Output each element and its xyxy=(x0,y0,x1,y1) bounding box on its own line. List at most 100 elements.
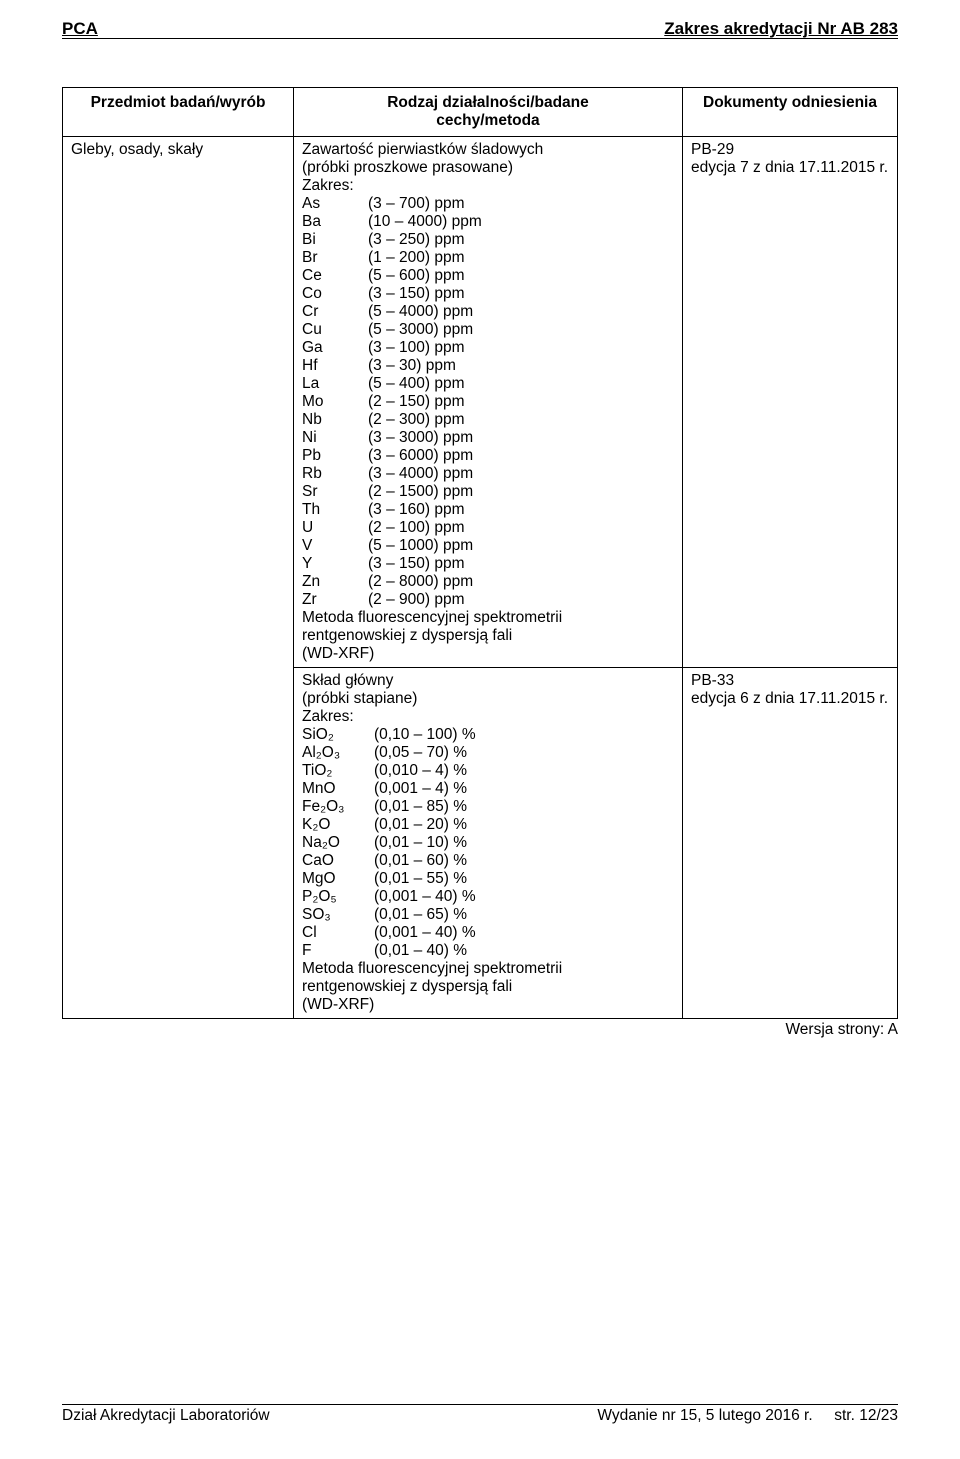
sectB-intro-l2: (próbki stapiane) xyxy=(302,690,674,708)
sectA-item-key: La xyxy=(302,375,368,393)
doc-cell-b: PB-33 edycja 6 z dnia 17.11.2015 r. xyxy=(683,668,898,1019)
sectB-outro-l2: rentgenowskiej z dyspersją fali xyxy=(302,978,674,996)
sectB-item-key: CaO xyxy=(302,852,374,870)
sectB-item-key: TiO₂ xyxy=(302,762,374,780)
sectA-item: Ce(5 – 600) ppm xyxy=(302,267,674,285)
sectA-item-val: (3 – 3000) ppm xyxy=(368,429,674,447)
sectB-intro-l3: Zakres: xyxy=(302,708,674,726)
header-right: Zakres akredytacji Nr AB 283 xyxy=(664,19,898,39)
sectB-item-val: (0,010 – 4) % xyxy=(374,762,674,780)
page-version: Wersja strony: A xyxy=(62,1021,898,1039)
footer-left: Dział Akredytacji Laboratoriów xyxy=(62,1407,270,1425)
sectB-item: CaO(0,01 – 60) % xyxy=(302,852,674,870)
sectA-item: Co(3 – 150) ppm xyxy=(302,285,674,303)
sectB-item: Cl(0,001 – 40) % xyxy=(302,924,674,942)
sectA-item: Hf(3 – 30) ppm xyxy=(302,357,674,375)
sectA-item-key: Rb xyxy=(302,465,368,483)
docB-l1: PB-33 xyxy=(691,672,889,690)
sectB-item-key: Al₂O₃ xyxy=(302,744,374,762)
sectB-item-val: (0,01 – 40) % xyxy=(374,942,674,960)
sectA-list: As(3 – 700) ppmBa(10 – 4000) ppmBi(3 – 2… xyxy=(302,195,674,609)
sectB-item-key: F xyxy=(302,942,374,960)
footer-rule xyxy=(62,1404,898,1405)
sectA-item-val: (2 – 300) ppm xyxy=(368,411,674,429)
sectB-item: SO₃(0,01 – 65) % xyxy=(302,906,674,924)
sectB-item-key: Cl xyxy=(302,924,374,942)
sectA-item-val: (3 – 150) ppm xyxy=(368,555,674,573)
sectA-item-val: (5 – 3000) ppm xyxy=(368,321,674,339)
sectA-item-val: (3 – 4000) ppm xyxy=(368,465,674,483)
sectA-item: Zn(2 – 8000) ppm xyxy=(302,573,674,591)
method-cell-a: Zawartość pierwiastków śladowych (próbki… xyxy=(294,137,683,668)
sectB-item: MnO(0,001 – 4) % xyxy=(302,780,674,798)
sectA-item-key: As xyxy=(302,195,368,213)
sectA-intro-l1: Zawartość pierwiastków śladowych xyxy=(302,141,674,159)
sectA-item: As(3 – 700) ppm xyxy=(302,195,674,213)
sectA-outro-l3: (WD-XRF) xyxy=(302,645,674,663)
sectB-item-val: (0,001 – 40) % xyxy=(374,924,674,942)
sectB-item-val: (0,001 – 40) % xyxy=(374,888,674,906)
sectA-item: Mo(2 – 150) ppm xyxy=(302,393,674,411)
sectA-item: V(5 – 1000) ppm xyxy=(302,537,674,555)
sectA-item: U(2 – 100) ppm xyxy=(302,519,674,537)
sectA-item-val: (10 – 4000) ppm xyxy=(368,213,674,231)
sectA-item-key: Co xyxy=(302,285,368,303)
sectA-item-val: (1 – 200) ppm xyxy=(368,249,674,267)
header-rule: PCA Zakres akredytacji Nr AB 283 xyxy=(62,38,898,61)
sectB-item: Fe₂O₃(0,01 – 85) % xyxy=(302,798,674,816)
sectA-item-key: Ce xyxy=(302,267,368,285)
sectA-item-key: Ba xyxy=(302,213,368,231)
sectA-item-val: (5 – 600) ppm xyxy=(368,267,674,285)
sectA-item: La(5 – 400) ppm xyxy=(302,375,674,393)
sectB-outro-l1: Metoda fluorescencyjnej spektrometrii xyxy=(302,960,674,978)
sectA-item: Sr(2 – 1500) ppm xyxy=(302,483,674,501)
sectB-item: P₂O₅(0,001 – 40) % xyxy=(302,888,674,906)
sectB-item-key: MgO xyxy=(302,870,374,888)
sectB-item: Na₂O(0,01 – 10) % xyxy=(302,834,674,852)
sectA-item-key: Mo xyxy=(302,393,368,411)
sectA-intro-l2: (próbki proszkowe prasowane) xyxy=(302,159,674,177)
sectA-outro-l1: Metoda fluorescencyjnej spektrometrii xyxy=(302,609,674,627)
sectA-item-key: Pb xyxy=(302,447,368,465)
sectA-item-key: Y xyxy=(302,555,368,573)
sectB-item-val: (0,01 – 20) % xyxy=(374,816,674,834)
sectA-item-val: (3 – 30) ppm xyxy=(368,357,674,375)
footer-right: str. 12/23 xyxy=(834,1407,898,1424)
sectA-item-key: Zr xyxy=(302,591,368,609)
table-header-row: Przedmiot badań/wyrób Rodzaj działalnośc… xyxy=(63,88,898,137)
sectA-item-key: Sr xyxy=(302,483,368,501)
sectA-item-key: Ga xyxy=(302,339,368,357)
sectA-item: Cu(5 – 3000) ppm xyxy=(302,321,674,339)
sectA-item: Ga(3 – 100) ppm xyxy=(302,339,674,357)
sectA-item-key: Th xyxy=(302,501,368,519)
sectA-item-key: Bi xyxy=(302,231,368,249)
sectB-item-key: MnO xyxy=(302,780,374,798)
accreditation-table: Przedmiot badań/wyrób Rodzaj działalnośc… xyxy=(62,87,898,1019)
sectB-item-key: P₂O₅ xyxy=(302,888,374,906)
sectA-item: Rb(3 – 4000) ppm xyxy=(302,465,674,483)
page-footer: Dział Akredytacji Laboratoriów Wydanie n… xyxy=(62,1404,898,1425)
sectA-item-val: (2 – 150) ppm xyxy=(368,393,674,411)
sectA-item: Pb(3 – 6000) ppm xyxy=(302,447,674,465)
sectB-item-key: SiO₂ xyxy=(302,726,374,744)
sectA-item-key: Cr xyxy=(302,303,368,321)
sectB-item: Al₂O₃(0,05 – 70) % xyxy=(302,744,674,762)
sectB-item: MgO(0,01 – 55) % xyxy=(302,870,674,888)
sectA-item-val: (3 – 150) ppm xyxy=(368,285,674,303)
sectA-item-val: (3 – 160) ppm xyxy=(368,501,674,519)
sectB-item-key: SO₃ xyxy=(302,906,374,924)
sectA-item: Ba(10 – 4000) ppm xyxy=(302,213,674,231)
docA-l1: PB-29 xyxy=(691,141,889,159)
sectA-item-key: Br xyxy=(302,249,368,267)
sectB-item-val: (0,05 – 70) % xyxy=(374,744,674,762)
col-header-method-l2: cechy/metoda xyxy=(436,112,539,129)
sectA-outro-l2: rentgenowskiej z dyspersją fali xyxy=(302,627,674,645)
col-header-subject: Przedmiot badań/wyrób xyxy=(63,88,294,137)
sectB-item-val: (0,01 – 60) % xyxy=(374,852,674,870)
sectA-item-val: (2 – 8000) ppm xyxy=(368,573,674,591)
sectB-item-val: (0,01 – 10) % xyxy=(374,834,674,852)
docA-l2: edycja 7 z dnia 17.11.2015 r. xyxy=(691,159,889,177)
sectA-item: Bi(3 – 250) ppm xyxy=(302,231,674,249)
docB-l2: edycja 6 z dnia 17.11.2015 r. xyxy=(691,690,889,708)
sectA-item-val: (5 – 400) ppm xyxy=(368,375,674,393)
